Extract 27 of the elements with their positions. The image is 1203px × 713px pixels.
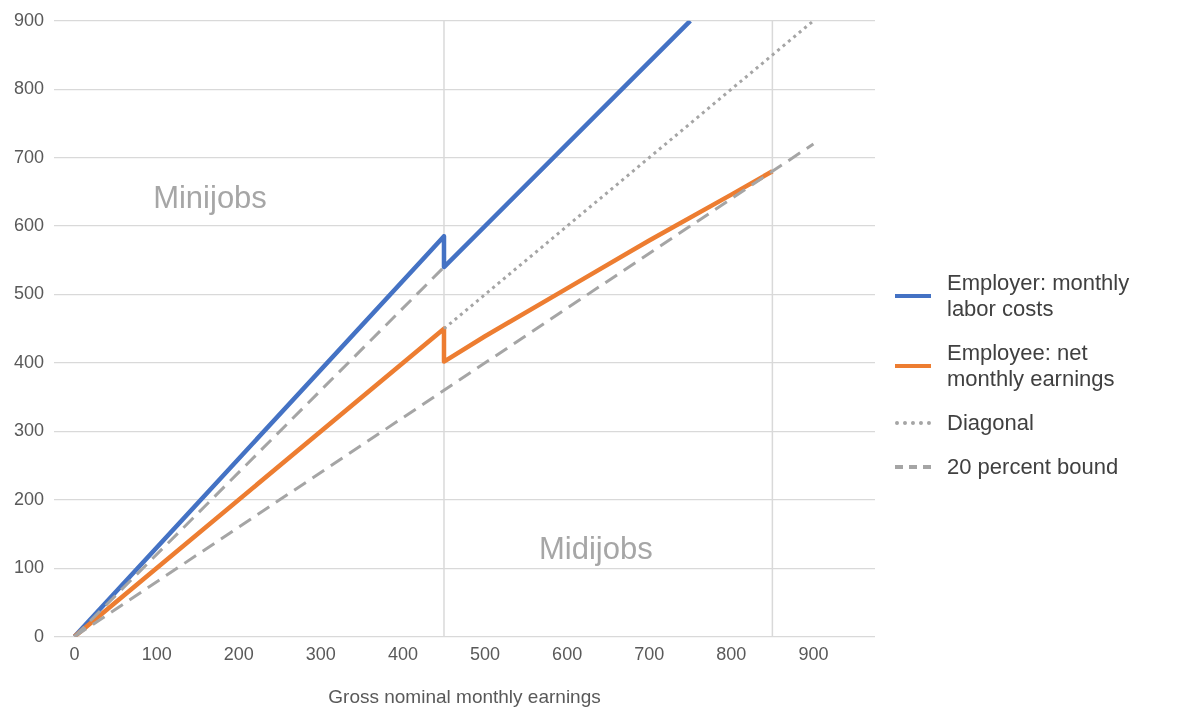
y-tick-label: 600 — [13, 215, 45, 236]
x-tick-label: 900 — [798, 644, 829, 665]
y-tick-label: 800 — [13, 78, 45, 99]
x-tick-label: 300 — [305, 644, 336, 665]
annotation: Midijobs — [539, 530, 653, 566]
legend-label: Employer: monthly labor costs — [947, 270, 1131, 322]
legend-label: 20 percent bound — [947, 454, 1119, 480]
x-tick-label: 100 — [141, 644, 172, 665]
x-tick-label: 400 — [387, 644, 418, 665]
y-tick-label: 900 — [13, 9, 45, 30]
y-tick-label: 300 — [13, 420, 45, 441]
legend-label: Employee: net monthly earnings — [947, 340, 1116, 392]
y-tick-label: 700 — [13, 146, 45, 167]
x-tick-label: 500 — [470, 644, 501, 665]
y-tick-label: 0 — [34, 625, 45, 646]
annotation: Minijobs — [153, 179, 267, 215]
x-tick-label: 0 — [69, 644, 80, 665]
x-tick-label: 200 — [223, 644, 254, 665]
x-tick-label: 800 — [716, 644, 747, 665]
y-tick-label: 100 — [13, 557, 45, 578]
x-tick-label: 700 — [634, 644, 665, 665]
y-tick-label: 500 — [13, 283, 45, 304]
y-tick-label: 400 — [13, 351, 45, 372]
y-tick-label: 200 — [13, 488, 45, 509]
x-tick-label: 600 — [552, 644, 583, 665]
legend-label: Diagonal — [947, 410, 1034, 436]
x-axis-title: Gross nominal monthly earnings — [328, 685, 601, 707]
